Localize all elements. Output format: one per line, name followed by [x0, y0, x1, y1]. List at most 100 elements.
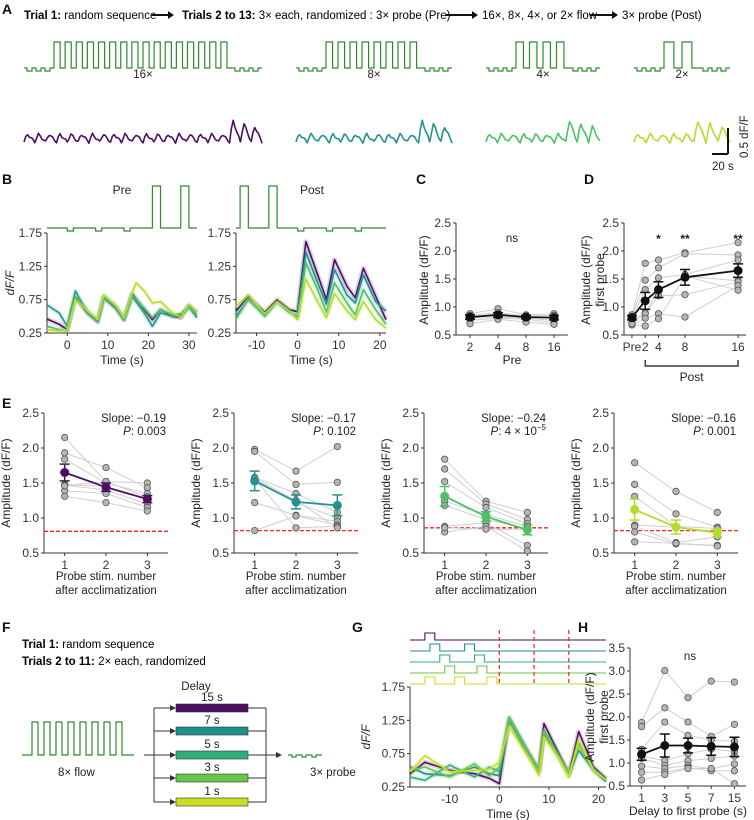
x-axis-label: Time (s)	[289, 353, 333, 367]
individual-point	[637, 762, 646, 770]
individual-point	[61, 433, 69, 442]
x-tick-label: 2	[483, 558, 490, 572]
individual-line	[469, 312, 555, 317]
significance-marker: **	[680, 232, 690, 246]
individual-point	[661, 718, 669, 726]
x-tick-label: 4	[495, 340, 502, 354]
panel-c: 0.5 1.0 1.5 2.0 2.5 2 4 8 16 ns Pre Amplitude (dF/F…	[417, 216, 568, 367]
x-tick-label: 8	[682, 340, 689, 354]
panel-label-g: G	[352, 619, 363, 635]
protocol-header-2: Trials 2 to 13: 3× each, randomized : 3×…	[182, 10, 451, 22]
individual-point	[251, 447, 259, 456]
mean-point	[549, 313, 559, 323]
p-value-label: P: 4 × 10−5	[491, 423, 547, 438]
mean-point	[680, 272, 690, 282]
x-tick-label: 2	[293, 558, 300, 572]
individual-point	[672, 487, 680, 495]
x-axis-label-1: Probe stim. number	[436, 571, 537, 583]
individual-point	[713, 542, 721, 550]
y-tick-label: 0.5	[608, 779, 625, 793]
y-tick-label: 0.75	[382, 747, 406, 761]
y-tick-label: 0.25	[382, 780, 406, 794]
mean-point	[332, 500, 342, 510]
individual-point	[654, 264, 663, 272]
f-trial1-rest: random sequence	[59, 639, 154, 651]
mean-point	[640, 296, 650, 306]
p-value-label: P: 0.003	[123, 426, 166, 438]
p-value: : 0.001	[701, 426, 736, 438]
delay-bar-7s	[175, 726, 249, 736]
individual-point	[661, 666, 669, 675]
stimulus-row-4	[410, 665, 606, 674]
arrow-head-icon	[472, 11, 478, 19]
x-tick-label: 2	[103, 558, 110, 572]
x-tick-label: 3	[144, 558, 151, 572]
individual-point	[681, 313, 689, 321]
mean-point	[465, 312, 475, 322]
p-symbol: P	[491, 426, 499, 438]
individual-point	[734, 239, 742, 247]
individual-point	[292, 480, 300, 488]
stimulus-trace-4	[634, 41, 730, 72]
y-axis-label: Amplitude (dF/F)	[569, 438, 583, 527]
mean-point	[250, 476, 260, 486]
arrow-head-icon	[170, 775, 176, 781]
x-tick-label: 2	[642, 340, 649, 354]
panel-label-d: D	[584, 171, 594, 187]
x-tick-label: 3	[714, 558, 721, 572]
y-axis-label: Amplitude (dF/F)	[0, 438, 13, 527]
delay-label: 15 s	[201, 692, 223, 704]
x-tick-label: 0	[496, 792, 503, 806]
individual-point	[707, 764, 715, 773]
f-trial1: Trial 1: random sequence	[22, 639, 154, 651]
x-tick-label: 8	[523, 340, 530, 354]
individual-point	[661, 704, 669, 712]
response-trace-4×	[485, 120, 601, 144]
mean-point	[627, 313, 637, 323]
y-tick-label: 2.5	[608, 687, 625, 701]
p-symbol: P	[313, 426, 321, 438]
series-line-1 s	[409, 726, 607, 781]
panel-a: A Trial 1: random sequence Trials 2 to 1…	[2, 1, 751, 173]
mean-point	[521, 312, 531, 322]
y-tick-label: 0.75	[208, 293, 232, 307]
x-tick-label: Pre	[623, 340, 642, 354]
x-tick-label: 1	[638, 791, 645, 805]
y-tick-label: 1.0	[592, 511, 609, 525]
flow-label: 8× flow	[58, 767, 95, 779]
individual-point	[654, 256, 663, 264]
x-tick-label: 2	[467, 340, 474, 354]
stimulus-trace-3	[486, 41, 600, 72]
p-value-label: P: 0.001	[693, 426, 736, 438]
mean-point	[733, 266, 743, 276]
individual-point	[523, 508, 531, 517]
probe-stimulus	[288, 754, 322, 758]
y-tick-label: 0.5	[592, 546, 609, 560]
y-tick-label: 0.5	[602, 328, 619, 342]
delay-label: 3 s	[204, 762, 220, 774]
panel-h: 0.5 1.0 1.5 2.0 2.5 3.0 3.5 1 3 5 7 15 ns Delay to fi…	[583, 641, 747, 818]
x-axis-label: Post	[680, 370, 705, 384]
individual-point	[441, 465, 449, 473]
x-tick-label: 4	[655, 340, 662, 354]
stimulus-row-2	[410, 643, 606, 652]
delay-diagram: 15 s 7 s 5 s 3 s 1 s	[22, 692, 322, 807]
x-tick-label: 0	[64, 338, 71, 352]
individual-point	[641, 276, 649, 284]
x-tick-label: -10	[248, 338, 266, 352]
individual-point	[637, 768, 646, 776]
slope-label: Slope: −0.17	[291, 413, 356, 425]
chart-title: Post	[300, 183, 325, 197]
x-tick-label: 16	[731, 340, 745, 354]
panel-label-c: C	[416, 171, 426, 187]
x-tick-label: 0	[294, 338, 301, 352]
y-tick-label: 1.5	[402, 476, 419, 490]
panel-f: F Trial 1: random sequence Trials 2 to 1…	[2, 619, 356, 807]
arrow-head-icon	[170, 705, 176, 711]
x-axis-label-2: after acclimatization	[625, 585, 727, 597]
y-tick-label: 0.5	[402, 546, 419, 560]
y-tick-label: 1.5	[212, 476, 229, 490]
individual-point	[102, 498, 110, 507]
series-shade	[234, 276, 388, 331]
individual-point	[102, 463, 110, 472]
